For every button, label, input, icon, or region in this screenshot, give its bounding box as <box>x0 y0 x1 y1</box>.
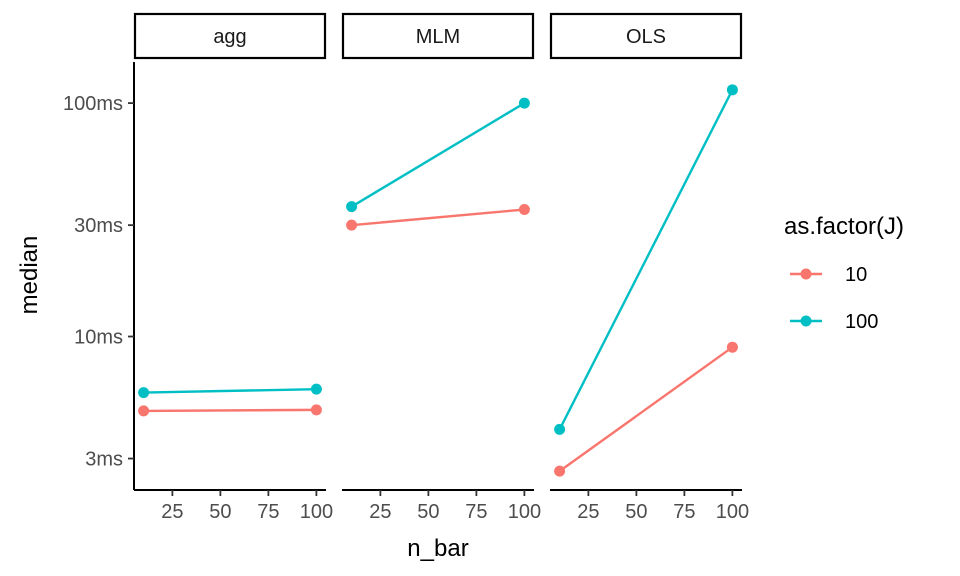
y-tick-label: 30ms <box>74 215 123 237</box>
data-point <box>518 97 530 109</box>
data-point <box>310 383 322 395</box>
legend-title: as.factor(J) <box>784 213 904 240</box>
x-tick-label: 75 <box>257 501 279 523</box>
legend-items: 10 100 <box>790 264 878 333</box>
legend-key-point <box>800 315 812 327</box>
y-axis-title: median <box>16 236 43 315</box>
x-tick-label: 25 <box>577 501 599 523</box>
facet-strip <box>133 12 327 60</box>
series-line <box>558 89 734 430</box>
series-line <box>350 102 526 208</box>
y-tick-label: 10ms <box>74 327 123 349</box>
legend-item-100: 100 <box>790 311 878 333</box>
series-line <box>351 208 525 227</box>
x-tick-label: 50 <box>417 501 439 523</box>
facet-strip-label: agg <box>213 26 246 48</box>
x-tick-label: 50 <box>625 501 647 523</box>
facet-strip <box>549 12 743 60</box>
x-axis-title: n_bar <box>407 535 468 562</box>
x-tick-label: 100 <box>508 501 541 523</box>
x-tick-label: 100 <box>300 501 333 523</box>
series-100-ols <box>554 84 738 435</box>
x-tick-label: 50 <box>209 501 231 523</box>
series-10-ols <box>554 341 738 477</box>
series-10-agg <box>138 404 322 417</box>
data-point <box>138 405 150 417</box>
series-line <box>143 387 317 394</box>
data-point <box>346 219 358 231</box>
y-tick-label: 100ms <box>63 93 123 115</box>
y-tick-label: 3ms <box>85 449 123 471</box>
x-tick-label: 100 <box>716 501 749 523</box>
facet-panels: agg 25 50 75 100 MLM 25 50 75 100 OLS 25 50 75 100 <box>133 12 749 523</box>
facet-panel-agg: agg 25 50 75 100 <box>133 12 333 523</box>
data-point <box>138 387 150 399</box>
data-point <box>310 404 322 416</box>
data-point <box>554 423 566 435</box>
data-point <box>726 341 738 353</box>
facet-panel-ols: OLS 25 50 75 100 <box>549 12 749 523</box>
y-axis: 3ms 10ms 30ms 100ms <box>63 62 135 490</box>
data-point <box>726 84 738 96</box>
series-100-mlm <box>346 97 530 213</box>
facet-strip-label: OLS <box>626 26 666 48</box>
facet-strip-label: MLM <box>416 26 460 48</box>
series-line <box>558 346 734 473</box>
facet-strip <box>341 12 535 60</box>
legend-label: 10 <box>845 264 867 286</box>
legend-item-10: 10 <box>790 264 867 286</box>
x-tick-label: 25 <box>369 501 391 523</box>
data-point <box>346 201 358 213</box>
x-tick-label: 75 <box>465 501 487 523</box>
data-point <box>554 465 566 477</box>
series-10-mlm <box>346 204 530 231</box>
facet-panel-mlm: MLM 25 50 75 100 <box>341 12 541 523</box>
series-100-agg <box>138 383 322 399</box>
x-tick-label: 25 <box>161 501 183 523</box>
data-point <box>518 204 530 216</box>
x-tick-label: 75 <box>673 501 695 523</box>
legend-key-point <box>800 268 812 280</box>
series-line <box>143 408 317 413</box>
legend-label: 100 <box>845 311 878 333</box>
legend: as.factor(J) 10 100 <box>784 213 904 333</box>
